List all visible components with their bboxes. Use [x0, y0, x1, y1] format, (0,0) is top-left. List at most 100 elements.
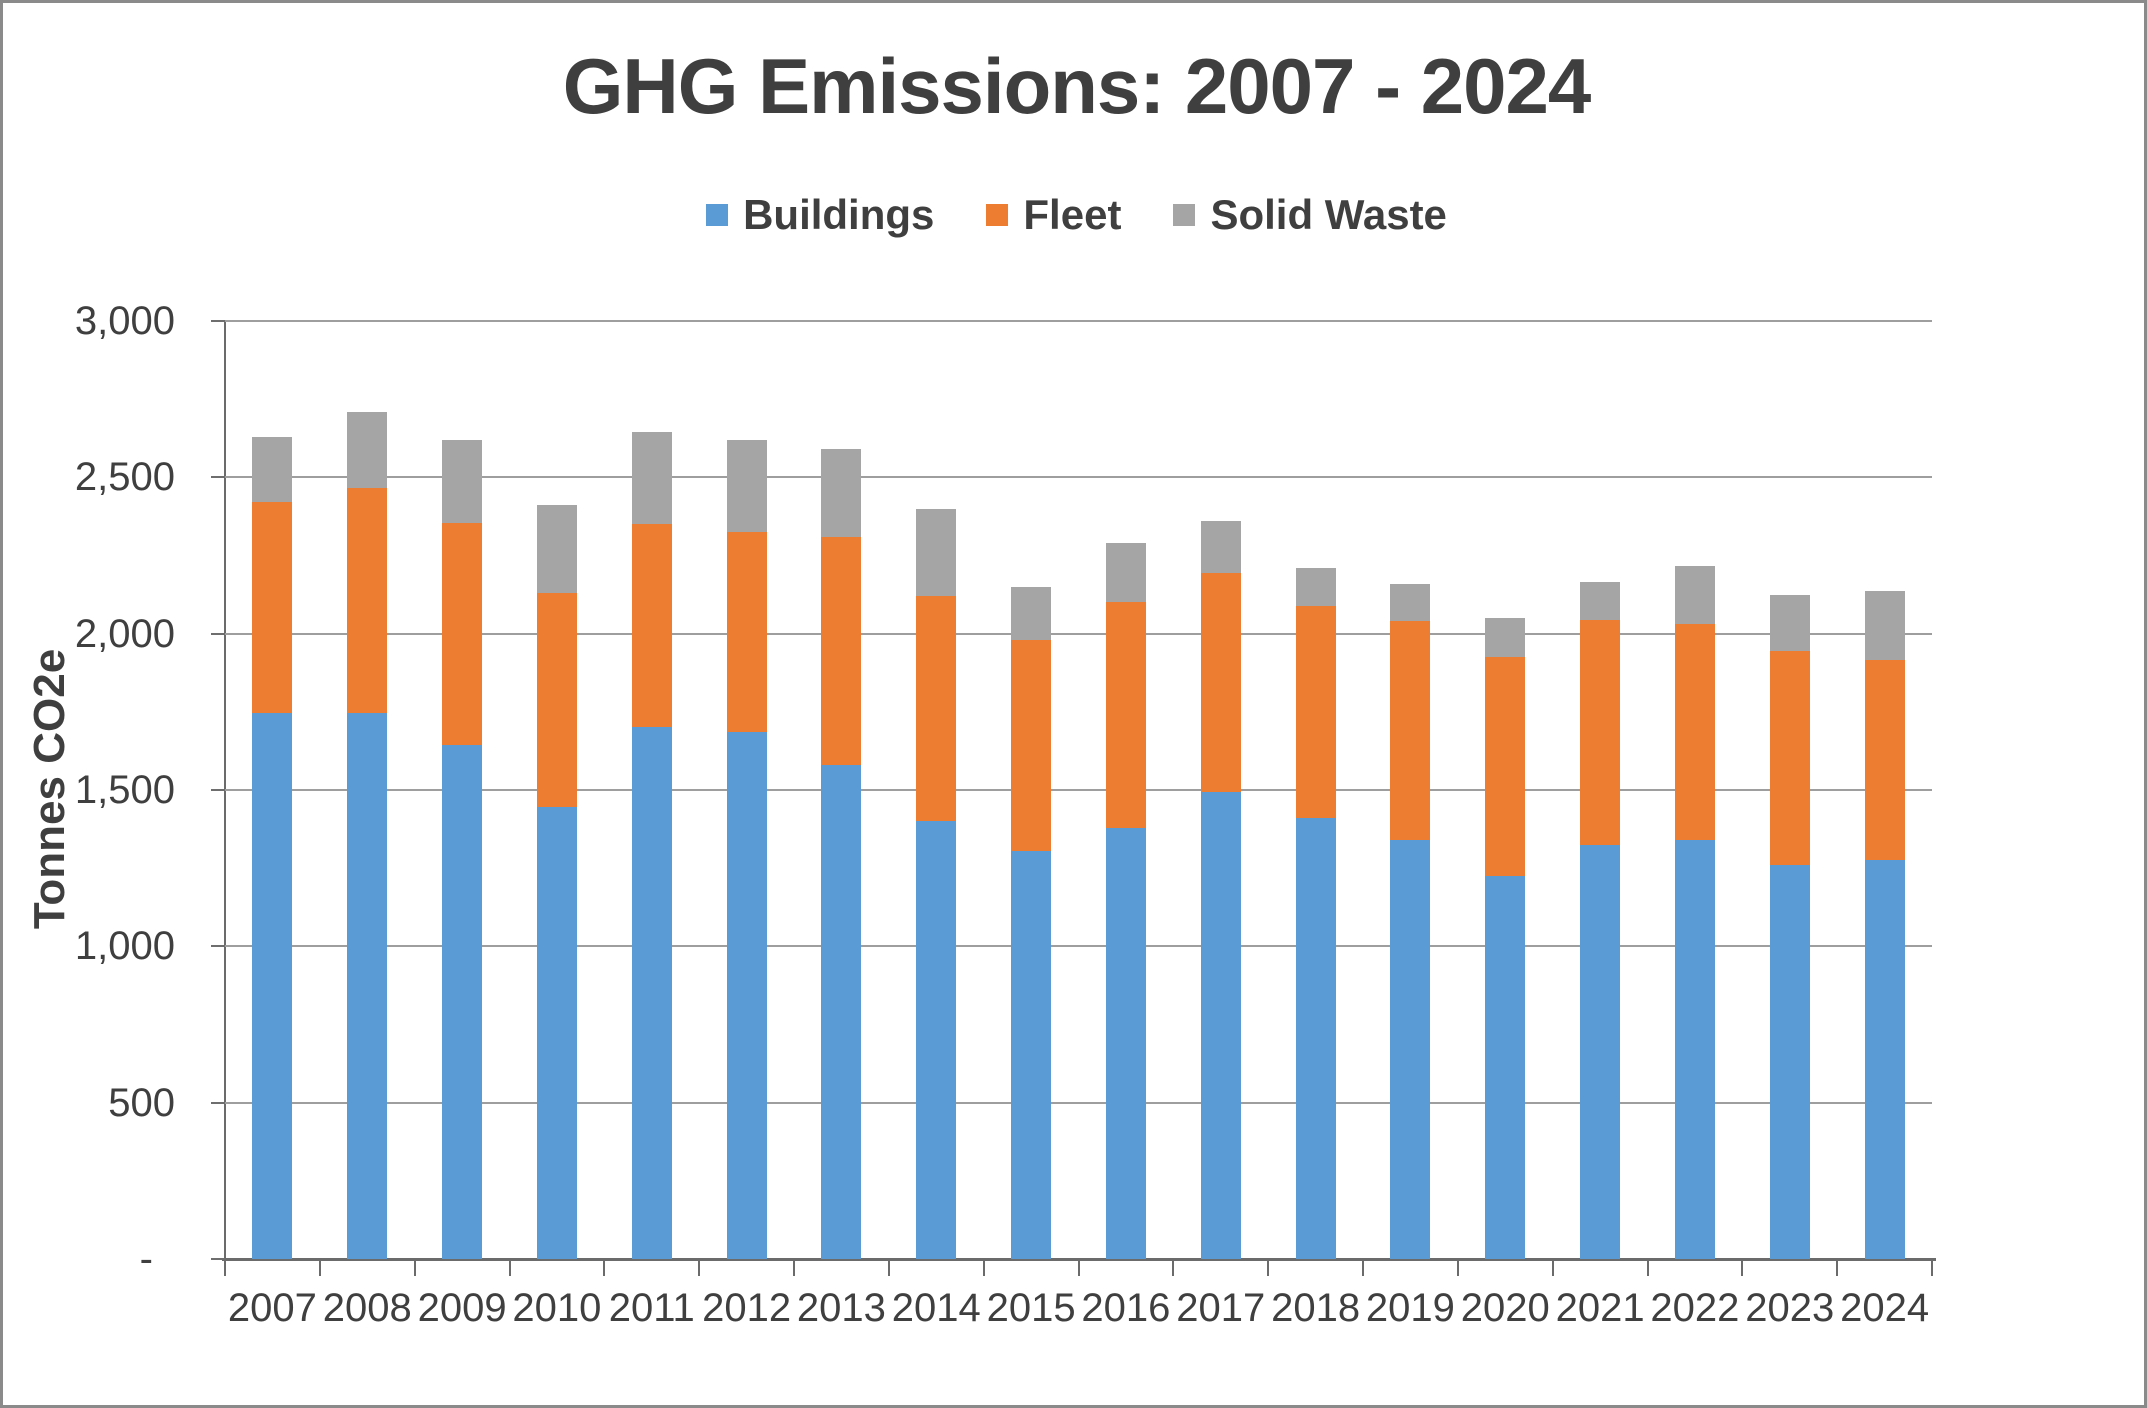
x-axis-tick-5 — [698, 1261, 701, 1276]
bar-segment-fleet-2024[interactable] — [1864, 660, 1905, 861]
bar-segment-fleet-2013[interactable] — [821, 536, 862, 765]
bar-segment-buildings-2019[interactable] — [1390, 840, 1431, 1259]
bar-segment-buildings-2010[interactable] — [536, 807, 577, 1259]
x-axis-line — [222, 1258, 1936, 1261]
x-axis-tick-13 — [1456, 1261, 1459, 1276]
bar-segment-solid-waste-2010[interactable] — [536, 505, 577, 593]
x-axis-tick-2 — [413, 1261, 416, 1276]
x-axis-tick-17 — [1836, 1261, 1839, 1276]
bar-segment-fleet-2022[interactable] — [1674, 624, 1715, 841]
x-axis-tick-4 — [603, 1261, 606, 1276]
bar-segment-buildings-2021[interactable] — [1580, 844, 1621, 1259]
legend-label-buildings: Buildings — [743, 191, 935, 238]
bar-segment-fleet-2018[interactable] — [1295, 605, 1336, 819]
bar-segment-fleet-2019[interactable] — [1390, 621, 1431, 841]
x-tick-label-2014: 2014 — [891, 1286, 981, 1330]
x-tick-label-2011: 2011 — [608, 1286, 695, 1330]
bar-segment-buildings-2007[interactable] — [252, 713, 293, 1259]
x-tick-label-2016: 2016 — [1081, 1286, 1171, 1330]
legend-item-fleet[interactable]: Fleet — [986, 191, 1121, 239]
bar-segment-solid-waste-2016[interactable] — [1105, 542, 1146, 603]
bar-segment-buildings-2009[interactable] — [442, 744, 483, 1259]
bar-segment-fleet-2014[interactable] — [916, 596, 957, 822]
bar-segment-buildings-2015[interactable] — [1011, 850, 1052, 1259]
y-axis-tick-1000 — [211, 945, 225, 948]
bar-segment-solid-waste-2020[interactable] — [1485, 618, 1526, 658]
bar-segment-buildings-2024[interactable] — [1864, 860, 1905, 1259]
bar-segment-fleet-2007[interactable] — [252, 502, 293, 714]
x-axis-tick-16 — [1741, 1261, 1744, 1276]
y-tick-label-3000: 3,000 — [74, 299, 175, 343]
x-axis-tick-3 — [508, 1261, 511, 1276]
bar-segment-solid-waste-2015[interactable] — [1011, 586, 1052, 640]
bar-segment-fleet-2016[interactable] — [1105, 602, 1146, 828]
y-axis-tick-3000 — [211, 320, 225, 322]
bar-segment-fleet-2012[interactable] — [726, 532, 767, 733]
bar-segment-fleet-2017[interactable] — [1200, 572, 1241, 792]
y-axis-tick-2500 — [211, 476, 225, 479]
bar-segment-solid-waste-2013[interactable] — [821, 449, 862, 537]
x-tick-label-2022: 2022 — [1650, 1286, 1740, 1330]
x-axis-tick-14 — [1551, 1261, 1554, 1276]
x-axis-tick-7 — [887, 1261, 890, 1276]
bar-segment-solid-waste-2017[interactable] — [1200, 521, 1241, 573]
bar-segment-fleet-2011[interactable] — [631, 524, 672, 728]
bar-segment-buildings-2023[interactable] — [1769, 865, 1810, 1259]
x-tick-label-2024: 2024 — [1840, 1286, 1930, 1330]
gridline-2000 — [225, 632, 1932, 635]
bar-segment-solid-waste-2023[interactable] — [1769, 594, 1810, 651]
x-tick-label-2012: 2012 — [702, 1286, 792, 1330]
bar-segment-solid-waste-2014[interactable] — [916, 508, 957, 597]
y-axis-line — [224, 321, 226, 1261]
bar-segment-fleet-2021[interactable] — [1580, 619, 1621, 845]
bar-segment-solid-waste-2012[interactable] — [726, 439, 767, 533]
bar-segment-fleet-2009[interactable] — [442, 522, 483, 745]
bar-segment-solid-waste-2021[interactable] — [1580, 582, 1621, 620]
bar-segment-solid-waste-2011[interactable] — [631, 431, 672, 525]
x-tick-label-2018: 2018 — [1271, 1286, 1361, 1330]
x-axis-tick-18 — [1931, 1261, 1933, 1276]
x-tick-label-2008: 2008 — [322, 1286, 412, 1330]
bar-segment-fleet-2010[interactable] — [536, 593, 577, 808]
gridline-1000 — [225, 945, 1932, 948]
legend-swatch-buildings — [706, 204, 729, 226]
bar-segment-buildings-2018[interactable] — [1295, 818, 1336, 1259]
bar-segment-buildings-2013[interactable] — [821, 764, 862, 1259]
bar-segment-fleet-2015[interactable] — [1011, 639, 1052, 851]
y-tick-label-1000: 1,000 — [74, 924, 175, 969]
bar-segment-solid-waste-2019[interactable] — [1390, 583, 1431, 622]
bar-segment-solid-waste-2008[interactable] — [347, 411, 388, 489]
x-tick-label-2015: 2015 — [986, 1286, 1076, 1330]
bar-segment-fleet-2008[interactable] — [347, 488, 388, 714]
bar-segment-buildings-2014[interactable] — [916, 821, 957, 1259]
x-tick-label-2007: 2007 — [227, 1286, 317, 1330]
bar-segment-buildings-2011[interactable] — [631, 727, 672, 1259]
x-tick-label-2017: 2017 — [1176, 1286, 1266, 1330]
bar-segment-fleet-2023[interactable] — [1769, 650, 1810, 866]
bar-segment-fleet-2020[interactable] — [1485, 657, 1526, 876]
bar-segment-buildings-2012[interactable] — [726, 732, 767, 1259]
x-axis-tick-0 — [224, 1261, 226, 1276]
bar-segment-solid-waste-2009[interactable] — [442, 439, 483, 523]
legend: Buildings Fleet Solid Waste — [3, 191, 2144, 239]
x-tick-label-2013: 2013 — [796, 1286, 886, 1330]
bar-segment-buildings-2022[interactable] — [1674, 840, 1715, 1259]
bar-segment-solid-waste-2022[interactable] — [1674, 566, 1715, 625]
x-tick-label-2010: 2010 — [512, 1286, 602, 1330]
x-axis-tick-10 — [1172, 1261, 1175, 1276]
bar-segment-solid-waste-2024[interactable] — [1864, 591, 1905, 661]
y-axis-tick-500 — [211, 1101, 225, 1104]
bar-segment-buildings-2008[interactable] — [347, 713, 388, 1259]
bar-segment-buildings-2016[interactable] — [1105, 827, 1146, 1259]
legend-item-solid-waste[interactable]: Solid Waste — [1173, 191, 1447, 239]
legend-item-buildings[interactable]: Buildings — [706, 191, 934, 239]
legend-swatch-solid-waste — [1173, 204, 1196, 226]
bar-segment-solid-waste-2018[interactable] — [1295, 568, 1336, 606]
x-axis-tick-6 — [793, 1261, 795, 1276]
y-tick-label-0: - — [139, 1237, 153, 1281]
x-axis-tick-1 — [318, 1261, 321, 1276]
bar-segment-buildings-2020[interactable] — [1485, 875, 1526, 1259]
bar-segment-buildings-2017[interactable] — [1200, 791, 1241, 1259]
bar-segment-solid-waste-2007[interactable] — [252, 436, 293, 503]
